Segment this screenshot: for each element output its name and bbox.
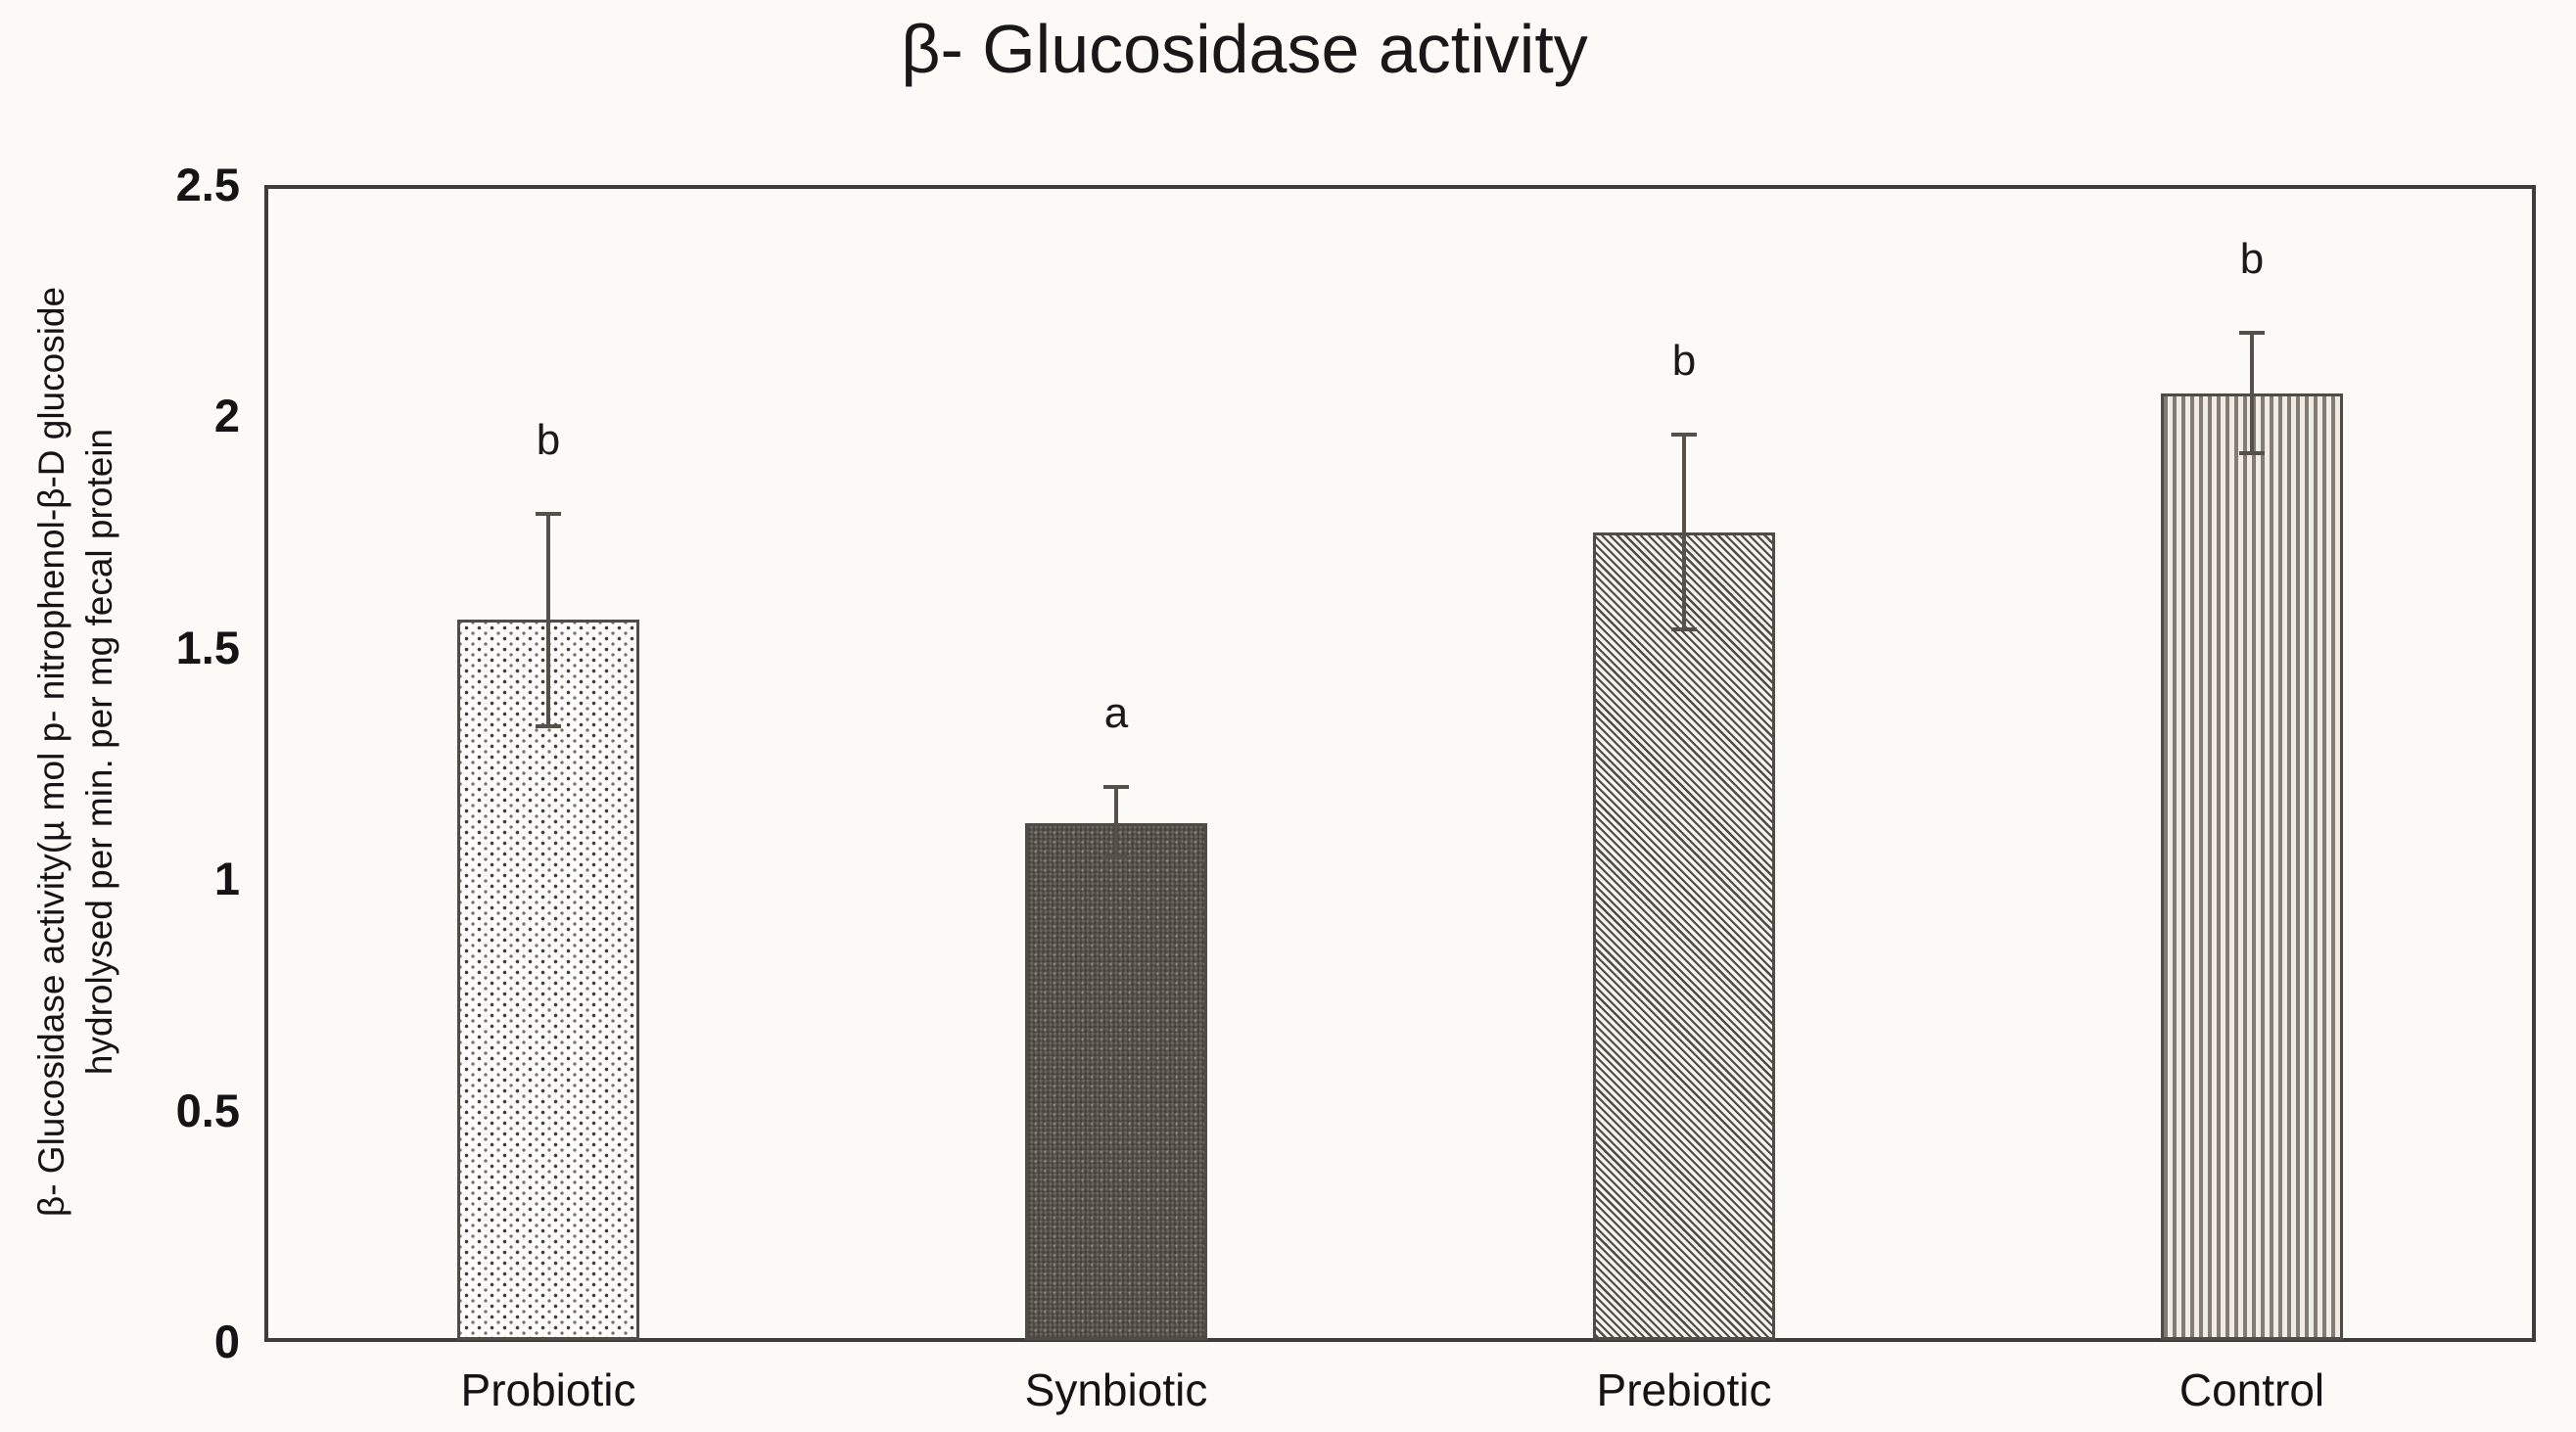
significance-letter-probiotic: b: [536, 415, 561, 464]
significance-letter-prebiotic: b: [1671, 337, 1697, 386]
bar-prebiotic: [1593, 531, 1775, 1340]
error-bar-cap-top: [1103, 784, 1129, 789]
bar-probiotic: [457, 620, 639, 1340]
y-axis-tick-label: 2: [213, 390, 240, 442]
chart-title: β- Glucosidase activity: [901, 11, 1588, 87]
error-bar-prebiotic: [1682, 435, 1686, 629]
significance-letter-control: b: [2239, 235, 2265, 284]
error-bar-probiotic: [546, 513, 550, 727]
error-bar-cap-top: [1671, 433, 1697, 438]
plot-area: [264, 185, 2536, 1342]
y-axis-tick-label: 2.5: [175, 159, 240, 210]
error-bar-cap-bottom: [1671, 626, 1697, 631]
y-axis-tick-label: 0: [213, 1316, 240, 1367]
x-axis-label-synbiotic: Synbiotic: [1024, 1364, 1208, 1415]
error-bar-cap-top: [536, 511, 561, 516]
error-bar-synbiotic: [1114, 786, 1118, 856]
error-bar-cap-bottom: [1103, 854, 1129, 858]
x-axis-label-control: Control: [2178, 1364, 2325, 1415]
error-bar-cap-top: [2239, 331, 2265, 336]
x-axis-label-probiotic: Probiotic: [460, 1364, 636, 1415]
x-axis-label-prebiotic: Prebiotic: [1596, 1364, 1772, 1415]
error-bar-cap-bottom: [536, 724, 561, 729]
error-bar-cap-bottom: [2239, 451, 2265, 456]
y-axis-title-line1: β- Glucosidase activity(µ mol p- nitroph…: [31, 286, 72, 1218]
y-axis-tick-label: 1.5: [175, 621, 240, 673]
error-bar-control: [2250, 333, 2254, 454]
significance-letter-synbiotic: a: [1103, 688, 1129, 737]
bar-control: [2161, 393, 2343, 1340]
bar-synbiotic: [1025, 823, 1207, 1340]
y-axis-tick-label: 0.5: [175, 1084, 240, 1136]
y-axis-tick-label: 1: [213, 853, 240, 905]
